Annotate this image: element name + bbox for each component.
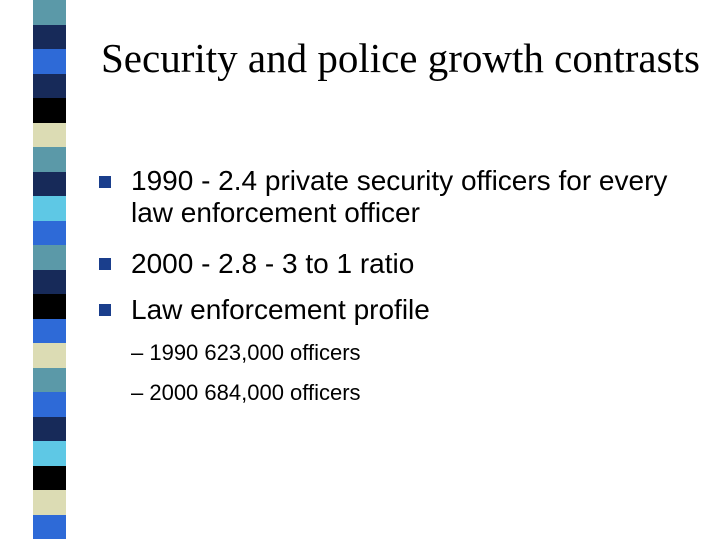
stripe-segment (33, 343, 66, 368)
stripe-segment (33, 245, 66, 270)
stripe-segment (33, 98, 66, 123)
stripe-segment (33, 73, 66, 98)
stripe-segment (33, 196, 66, 221)
stripe-segment (33, 147, 66, 172)
bullet-marker-icon (99, 304, 111, 316)
decorative-stripe-bar (33, 0, 66, 540)
stripe-segment (33, 367, 66, 392)
stripe-segment (33, 441, 66, 466)
stripe-segment (33, 0, 66, 25)
bullet-item: Law enforcement profile (131, 294, 430, 325)
bullet-marker-icon (99, 176, 111, 188)
stripe-segment (33, 465, 66, 490)
stripe-segment (33, 220, 66, 245)
stripe-segment (33, 318, 66, 343)
stripe-segment (33, 24, 66, 49)
stripe-segment (33, 49, 66, 74)
sub-bullet-item: – 2000 684,000 officers (131, 380, 361, 405)
slide-title: Security and police growth contrasts (101, 35, 700, 81)
stripe-segment (33, 514, 66, 539)
bullet-item: 2000 - 2.8 - 3 to 1 ratio (131, 248, 415, 279)
stripe-segment (33, 294, 66, 319)
sub-bullet-item: – 1990 623,000 officers (131, 340, 361, 365)
stripe-segment (33, 269, 66, 294)
stripe-segment (33, 171, 66, 196)
bullet-marker-icon (99, 258, 111, 270)
stripe-segment (33, 416, 66, 441)
stripe-segment (33, 122, 66, 147)
stripe-segment (33, 490, 66, 515)
bullet-item: 1990 - 2.4 private security officers for… (131, 165, 668, 228)
stripe-segment (33, 392, 66, 417)
